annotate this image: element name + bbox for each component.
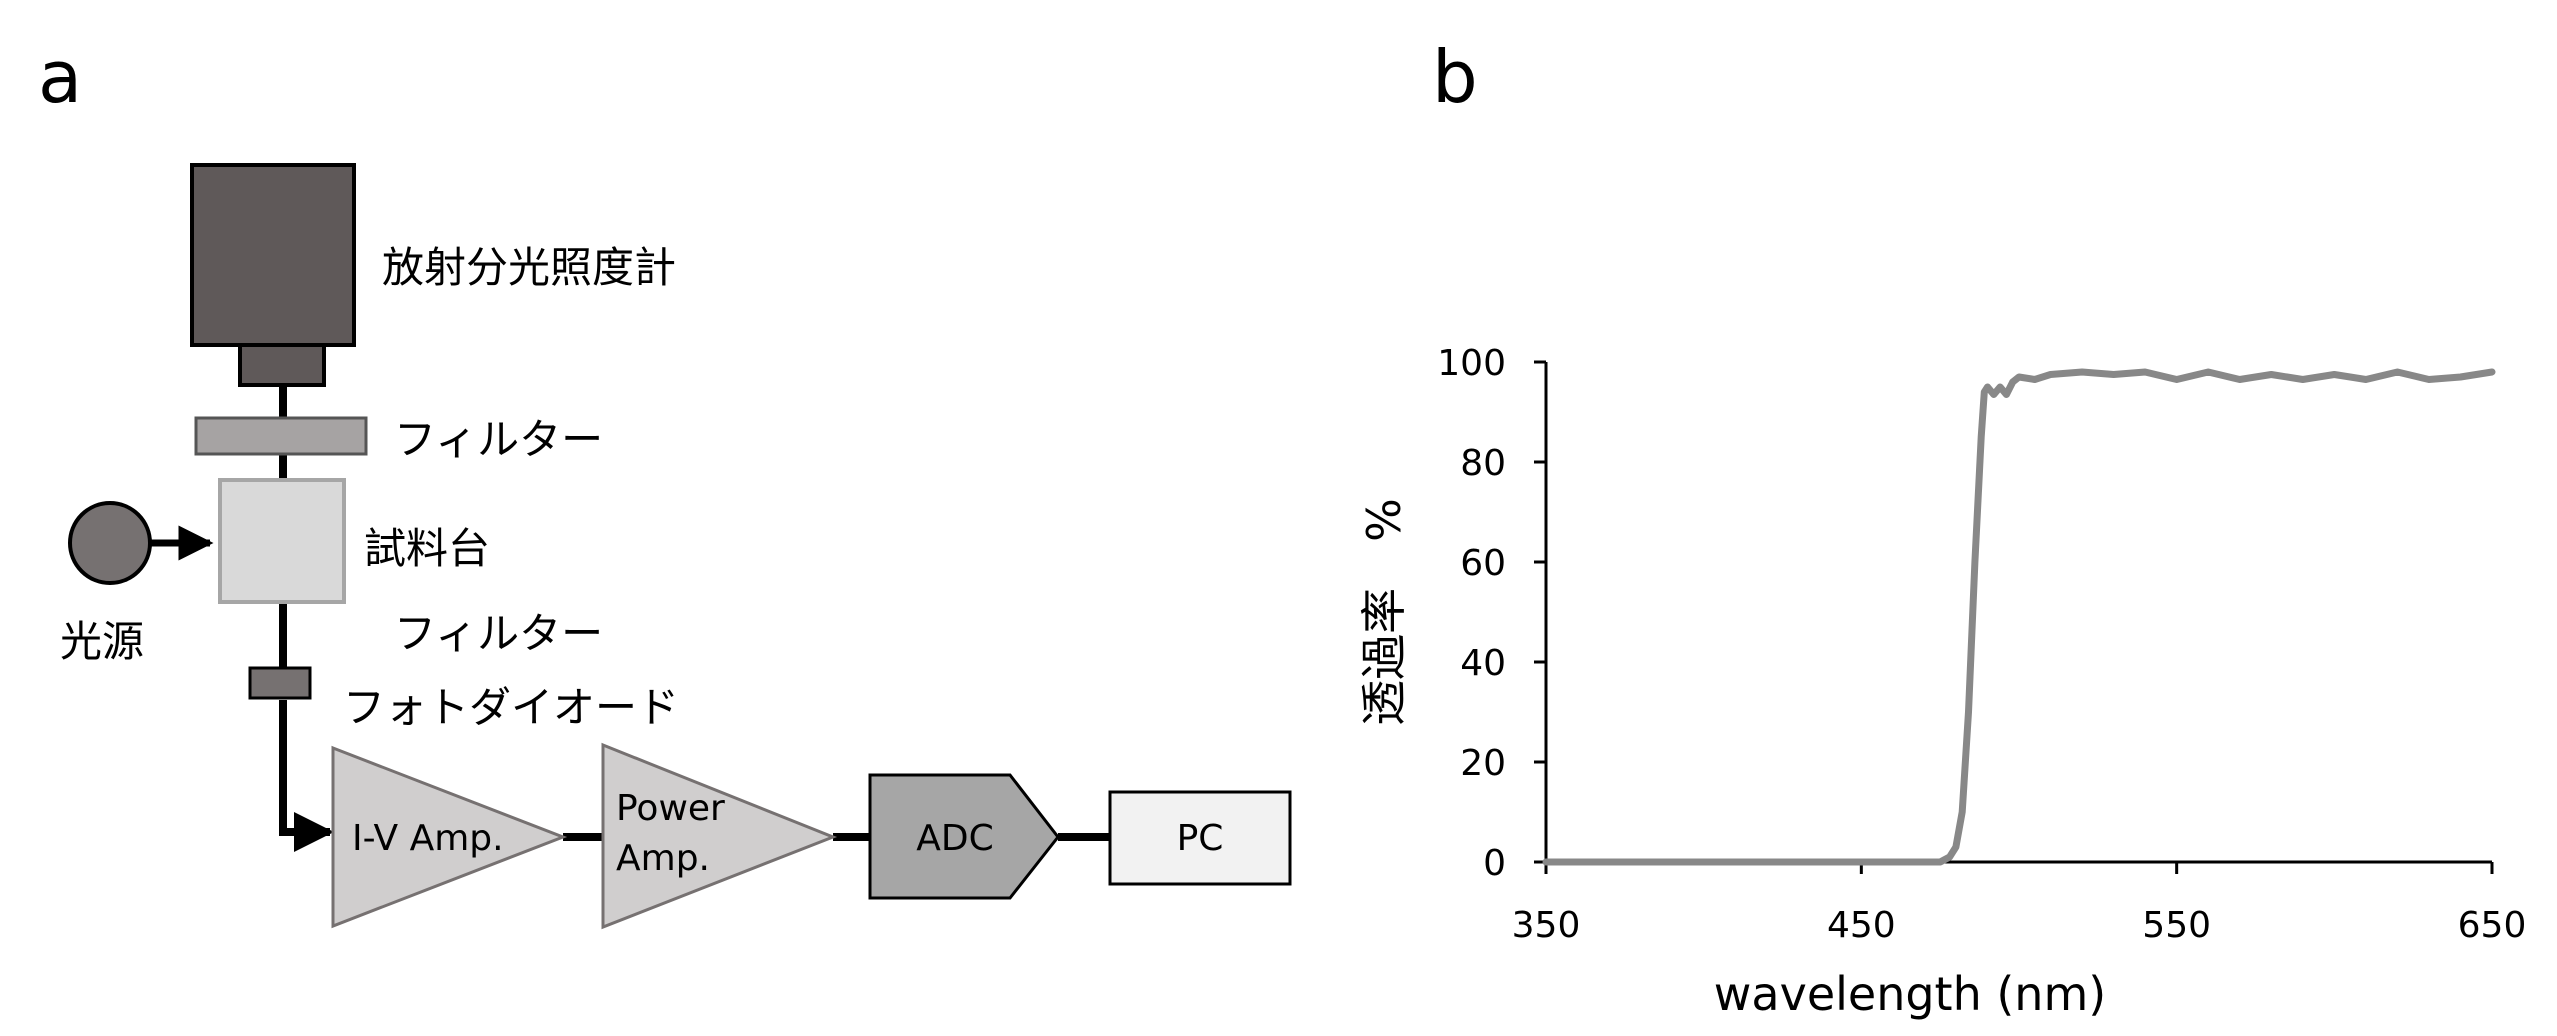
sample-stage-label: 試料台	[364, 524, 490, 573]
power-amp	[601, 742, 838, 930]
photodiode	[248, 666, 312, 700]
filter-top-label: フィルター	[394, 415, 603, 464]
x-tick-label: 550	[2142, 905, 2211, 946]
iv-amp	[331, 745, 568, 929]
spectroradiometer-body	[190, 163, 356, 347]
photodiode-label: フォトダイオード	[343, 683, 679, 732]
light-source	[68, 501, 152, 585]
y-tick-label: 40	[1460, 643, 1506, 684]
panel-b: b 0 20 40 60 80 100 350 450 550 650 wavelength (…	[1357, 35, 2526, 1021]
transmittance-chart: 0 20 40 60 80 100 350 450 550 650 wavelength (nm…	[1357, 343, 2526, 1021]
power-amp-label-line2: Amp.	[616, 838, 710, 879]
filter-top	[194, 416, 368, 456]
y-tick-label: 0	[1483, 843, 1506, 884]
filter-bottom-label: フィルター	[394, 609, 603, 658]
x-axis-title: wavelength (nm)	[1714, 967, 2106, 1021]
panel-a: a 放射分光照度計 フィルター 試料台 光源 フィルター フォトダイオード I-…	[38, 35, 1292, 930]
y-ticks: 0 20 40 60 80 100	[1437, 343, 1546, 884]
pc-block	[1108, 790, 1292, 886]
x-tick-label: 450	[1827, 905, 1896, 946]
pc-label: PC	[1177, 818, 1224, 859]
light-source-label: 光源	[60, 617, 144, 666]
adc-label: ADC	[916, 818, 993, 859]
spectroradiometer-label: 放射分光照度計	[382, 243, 676, 292]
x-tick-label: 650	[2458, 905, 2527, 946]
y-tick-label: 80	[1460, 443, 1506, 484]
y-tick-label: 60	[1460, 543, 1506, 584]
x-ticks: 350 450 550 650	[1512, 862, 2527, 946]
spectroradiometer-lens	[238, 343, 326, 387]
photodiode-signal-arrow	[279, 700, 334, 852]
iv-amp-label: I-V Amp.	[352, 818, 504, 859]
panel-letter-b: b	[1432, 35, 1478, 119]
adc-block	[868, 773, 1060, 900]
power-amp-label-line1: Power	[616, 788, 725, 829]
sample-stage	[218, 478, 346, 604]
y-tick-label: 20	[1460, 743, 1506, 784]
x-tick-label: 350	[1512, 905, 1581, 946]
y-tick-label: 100	[1437, 343, 1506, 384]
y-axis-title: 透過率 %	[1357, 498, 1411, 726]
panel-letter-a: a	[38, 35, 82, 119]
transmittance-series-line	[1542, 368, 2496, 866]
